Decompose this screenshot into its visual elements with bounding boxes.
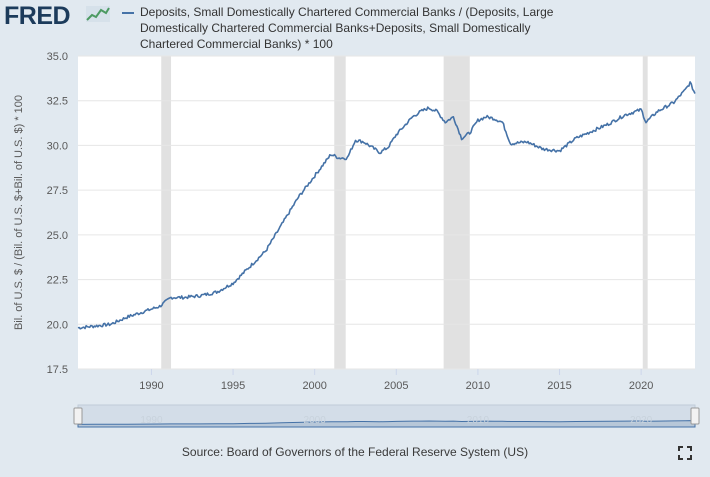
y-tick-label: 20.0 (47, 319, 68, 331)
x-tick-label: 1990 (139, 380, 163, 392)
y-axis-label: Bil. of U.S. $ / (Bil. of U.S. $+Bil. of… (13, 95, 25, 330)
navigator-label: 2020 (630, 415, 653, 426)
chart-header: FRED Deposits, Small Domestically Charte… (0, 0, 710, 56)
navigator-handle-right[interactable] (690, 407, 700, 425)
fred-logo[interactable]: FRED (4, 2, 71, 30)
navigator-handle-left[interactable] (73, 407, 83, 425)
navigator-label: 2000 (304, 415, 327, 426)
fullscreen-icon[interactable] (678, 446, 692, 460)
x-tick-label: 2000 (302, 380, 326, 392)
x-tick-label: 1995 (221, 380, 245, 392)
y-tick-label: 25.0 (47, 230, 68, 242)
navigator-label: 2010 (467, 415, 490, 426)
x-tick-label: 2005 (384, 380, 408, 392)
y-tick-label: 32.5 (47, 96, 68, 108)
y-tick-label: 35.0 (47, 51, 68, 63)
x-tick-label: 2015 (547, 380, 571, 392)
y-tick-label: 22.5 (47, 275, 68, 287)
x-tick-label: 2020 (629, 380, 653, 392)
plot-area (78, 56, 695, 369)
legend-line-1: Deposits, Small Domestically Chartered C… (140, 5, 554, 19)
navigator-series (77, 420, 696, 428)
x-tick-label: 2010 (466, 380, 490, 392)
source-note: Source: Board of Governors of the Federa… (181, 445, 529, 459)
recession-band (642, 56, 648, 369)
legend-line-3: Chartered Commercial Banks) * 100 (140, 37, 333, 51)
legend-line-2: Domestically Chartered Commercial Banks+… (140, 21, 531, 35)
y-tick-label: 17.5 (47, 364, 68, 376)
legend-swatch (122, 12, 134, 14)
y-tick-label: 27.5 (47, 185, 68, 197)
series-line (77, 81, 696, 330)
chart-line-icon (86, 6, 110, 22)
recession-band (443, 56, 470, 369)
recession-band (161, 56, 172, 369)
navigator-label: 1990 (140, 415, 163, 426)
legend-text: Deposits, Small Domestically Chartered C… (140, 4, 580, 52)
y-tick-label: 30.0 (47, 140, 68, 152)
recession-band (334, 56, 346, 369)
